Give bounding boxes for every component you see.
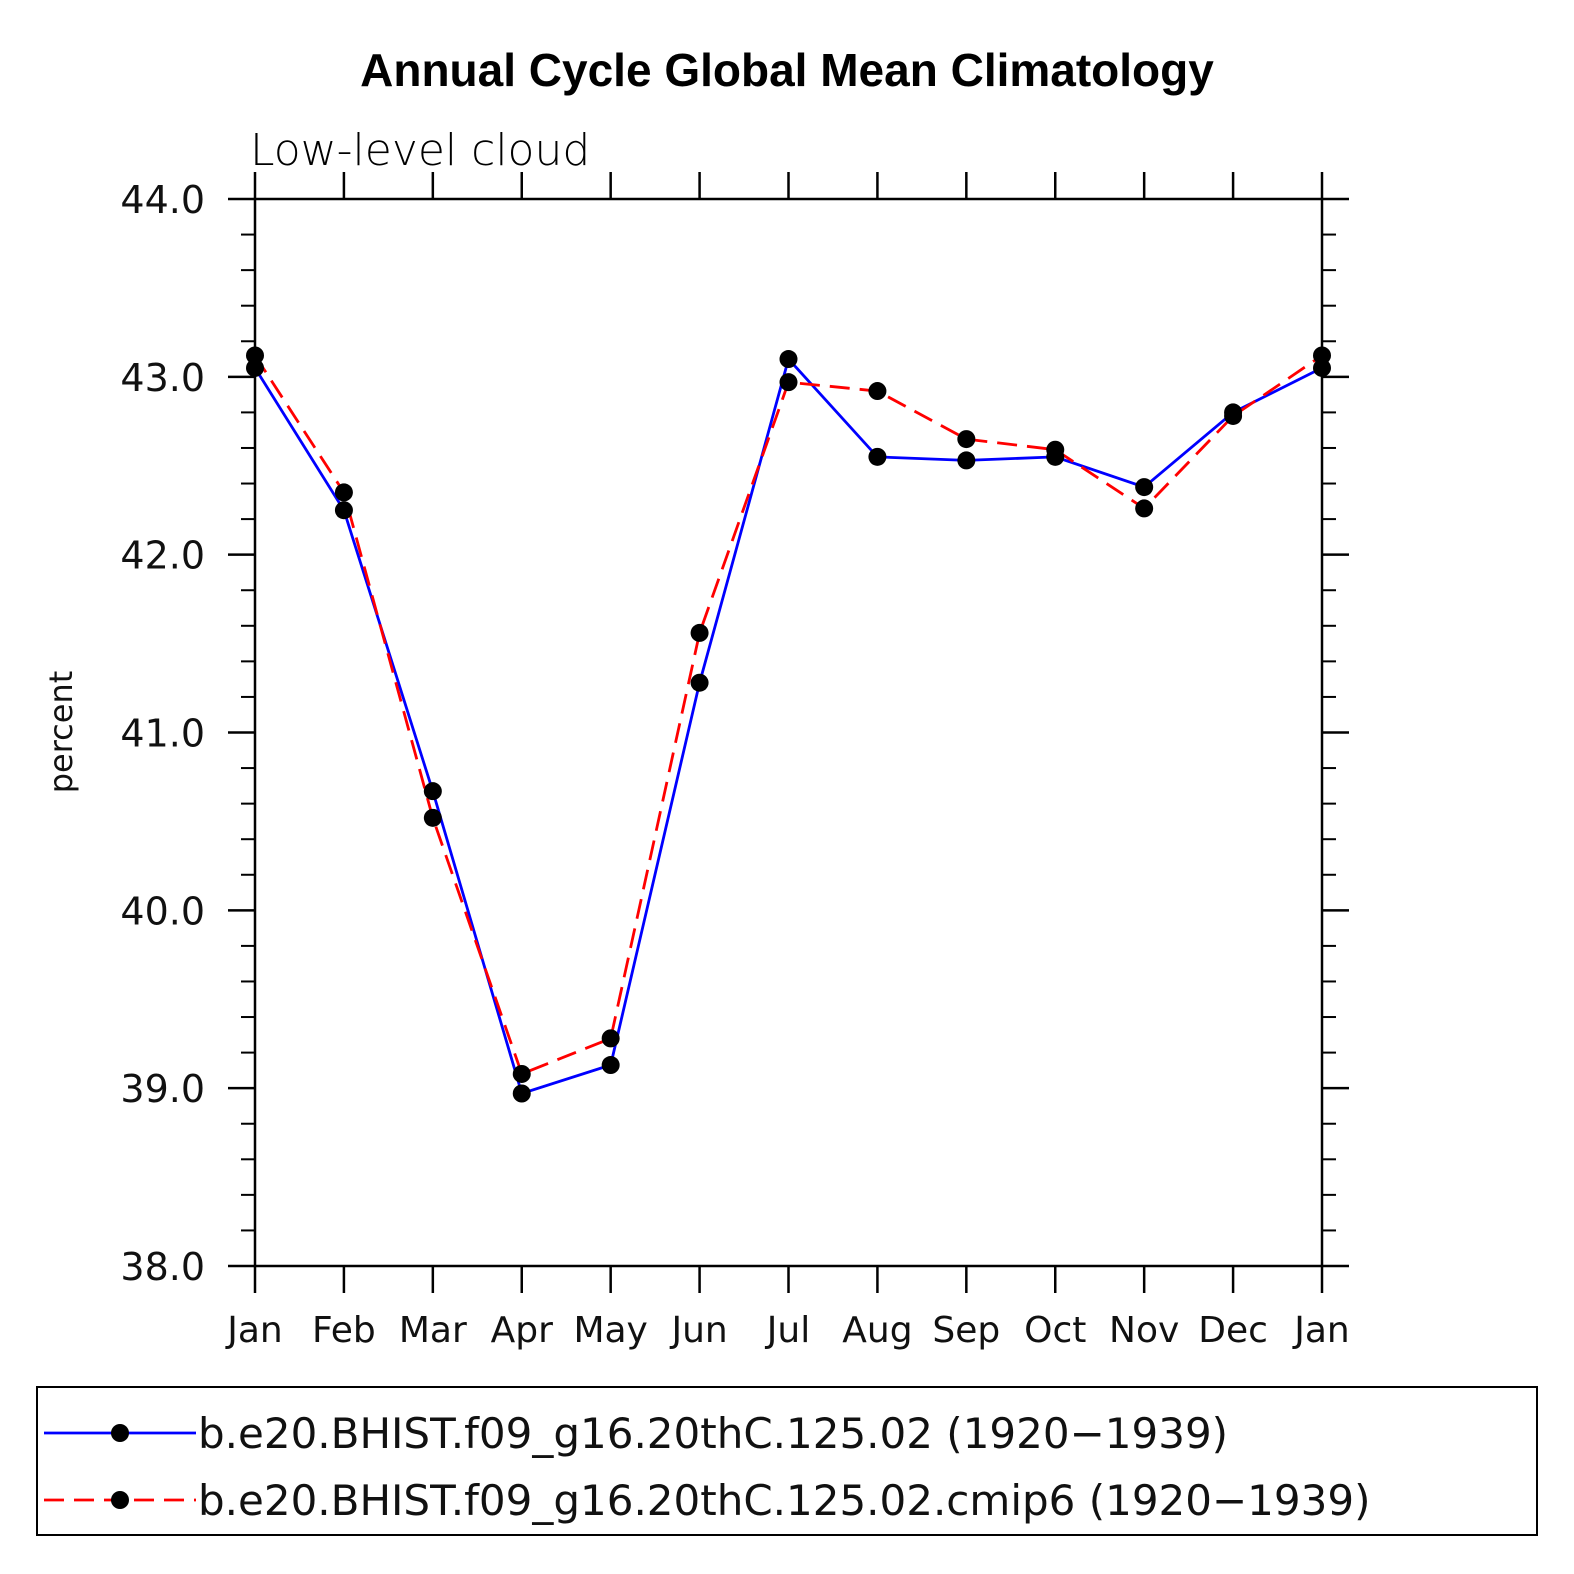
series-1-point bbox=[779, 350, 798, 369]
series-2-point bbox=[1135, 499, 1154, 518]
plot-axes: Jan Feb Mar Apr May Jun Jul Aug Sep Oct Nov Dec Jan 3… bbox=[120, 172, 1350, 1351]
legend-box bbox=[36, 1386, 1538, 1536]
x-tick-label: Jan bbox=[225, 1310, 283, 1351]
series-1-point bbox=[423, 782, 442, 801]
y-tick-label: 39.0 bbox=[120, 1067, 205, 1111]
x-tick-label: Sep bbox=[932, 1310, 1000, 1351]
series-line-2 bbox=[253, 354, 1323, 1076]
series-2-point bbox=[1224, 406, 1243, 425]
x-tick-label: Mar bbox=[399, 1310, 467, 1351]
series-1-point bbox=[1313, 358, 1331, 377]
y-tick-label: 41.0 bbox=[120, 712, 205, 756]
series-1-point bbox=[601, 1056, 620, 1075]
legend-marker-2 bbox=[111, 1491, 129, 1509]
x-tick-label: Feb bbox=[312, 1310, 376, 1351]
series-1-point bbox=[246, 358, 264, 377]
x-tick-label: Jul bbox=[765, 1310, 810, 1351]
series-1-point bbox=[334, 501, 353, 520]
y-tick-label: 42.0 bbox=[120, 534, 205, 578]
series-1-point bbox=[512, 1084, 531, 1103]
series-2-point bbox=[690, 623, 709, 642]
series-2-point bbox=[246, 346, 264, 365]
series-2-point bbox=[1313, 346, 1331, 365]
series-line-1 bbox=[253, 356, 1323, 1096]
x-tick-label: Apr bbox=[491, 1310, 553, 1351]
x-tick-label: May bbox=[573, 1310, 647, 1351]
x-tick-label: Dec bbox=[1198, 1310, 1268, 1351]
series-1-point bbox=[690, 673, 709, 692]
series-1-point bbox=[868, 447, 887, 466]
series-2-point bbox=[1046, 440, 1065, 459]
series-2-point bbox=[957, 430, 976, 449]
legend-marker-1 bbox=[111, 1424, 129, 1442]
legend: b.e20.BHIST.f09_g16.20thC.125.02 (1920−1… bbox=[44, 1409, 1370, 1525]
x-tick-label: Oct bbox=[1024, 1310, 1086, 1351]
series-1-point bbox=[1135, 478, 1154, 497]
series-2-point bbox=[423, 808, 442, 827]
x-tick-label: Nov bbox=[1109, 1310, 1179, 1351]
y-tick-label: 38.0 bbox=[120, 1245, 205, 1289]
series-2-point bbox=[868, 382, 887, 401]
y-tick-label: 43.0 bbox=[120, 356, 205, 400]
series-2-point bbox=[334, 483, 353, 502]
y-axis-label: percent bbox=[42, 671, 80, 794]
legend-label-1: b.e20.BHIST.f09_g16.20thC.125.02 (1920−1… bbox=[198, 1409, 1228, 1458]
series-2-point bbox=[512, 1064, 531, 1083]
x-tick-label: Aug bbox=[842, 1310, 912, 1351]
x-tick-label: Jan bbox=[1292, 1310, 1350, 1351]
series-layer bbox=[246, 346, 1331, 1103]
x-tick-label: Jun bbox=[669, 1310, 727, 1351]
series-1-point bbox=[957, 451, 976, 470]
chart-title: Annual Cycle Global Mean Climatology bbox=[360, 44, 1214, 96]
legend-label-2: b.e20.BHIST.f09_g16.20thC.125.02.cmip6 (… bbox=[198, 1476, 1370, 1525]
y-tick-label: 44.0 bbox=[120, 178, 205, 222]
y-tick-label: 40.0 bbox=[120, 889, 205, 933]
series-2-point bbox=[779, 373, 798, 392]
series-2-point bbox=[601, 1029, 620, 1048]
chart-subtitle: Low-level cloud bbox=[250, 125, 590, 176]
